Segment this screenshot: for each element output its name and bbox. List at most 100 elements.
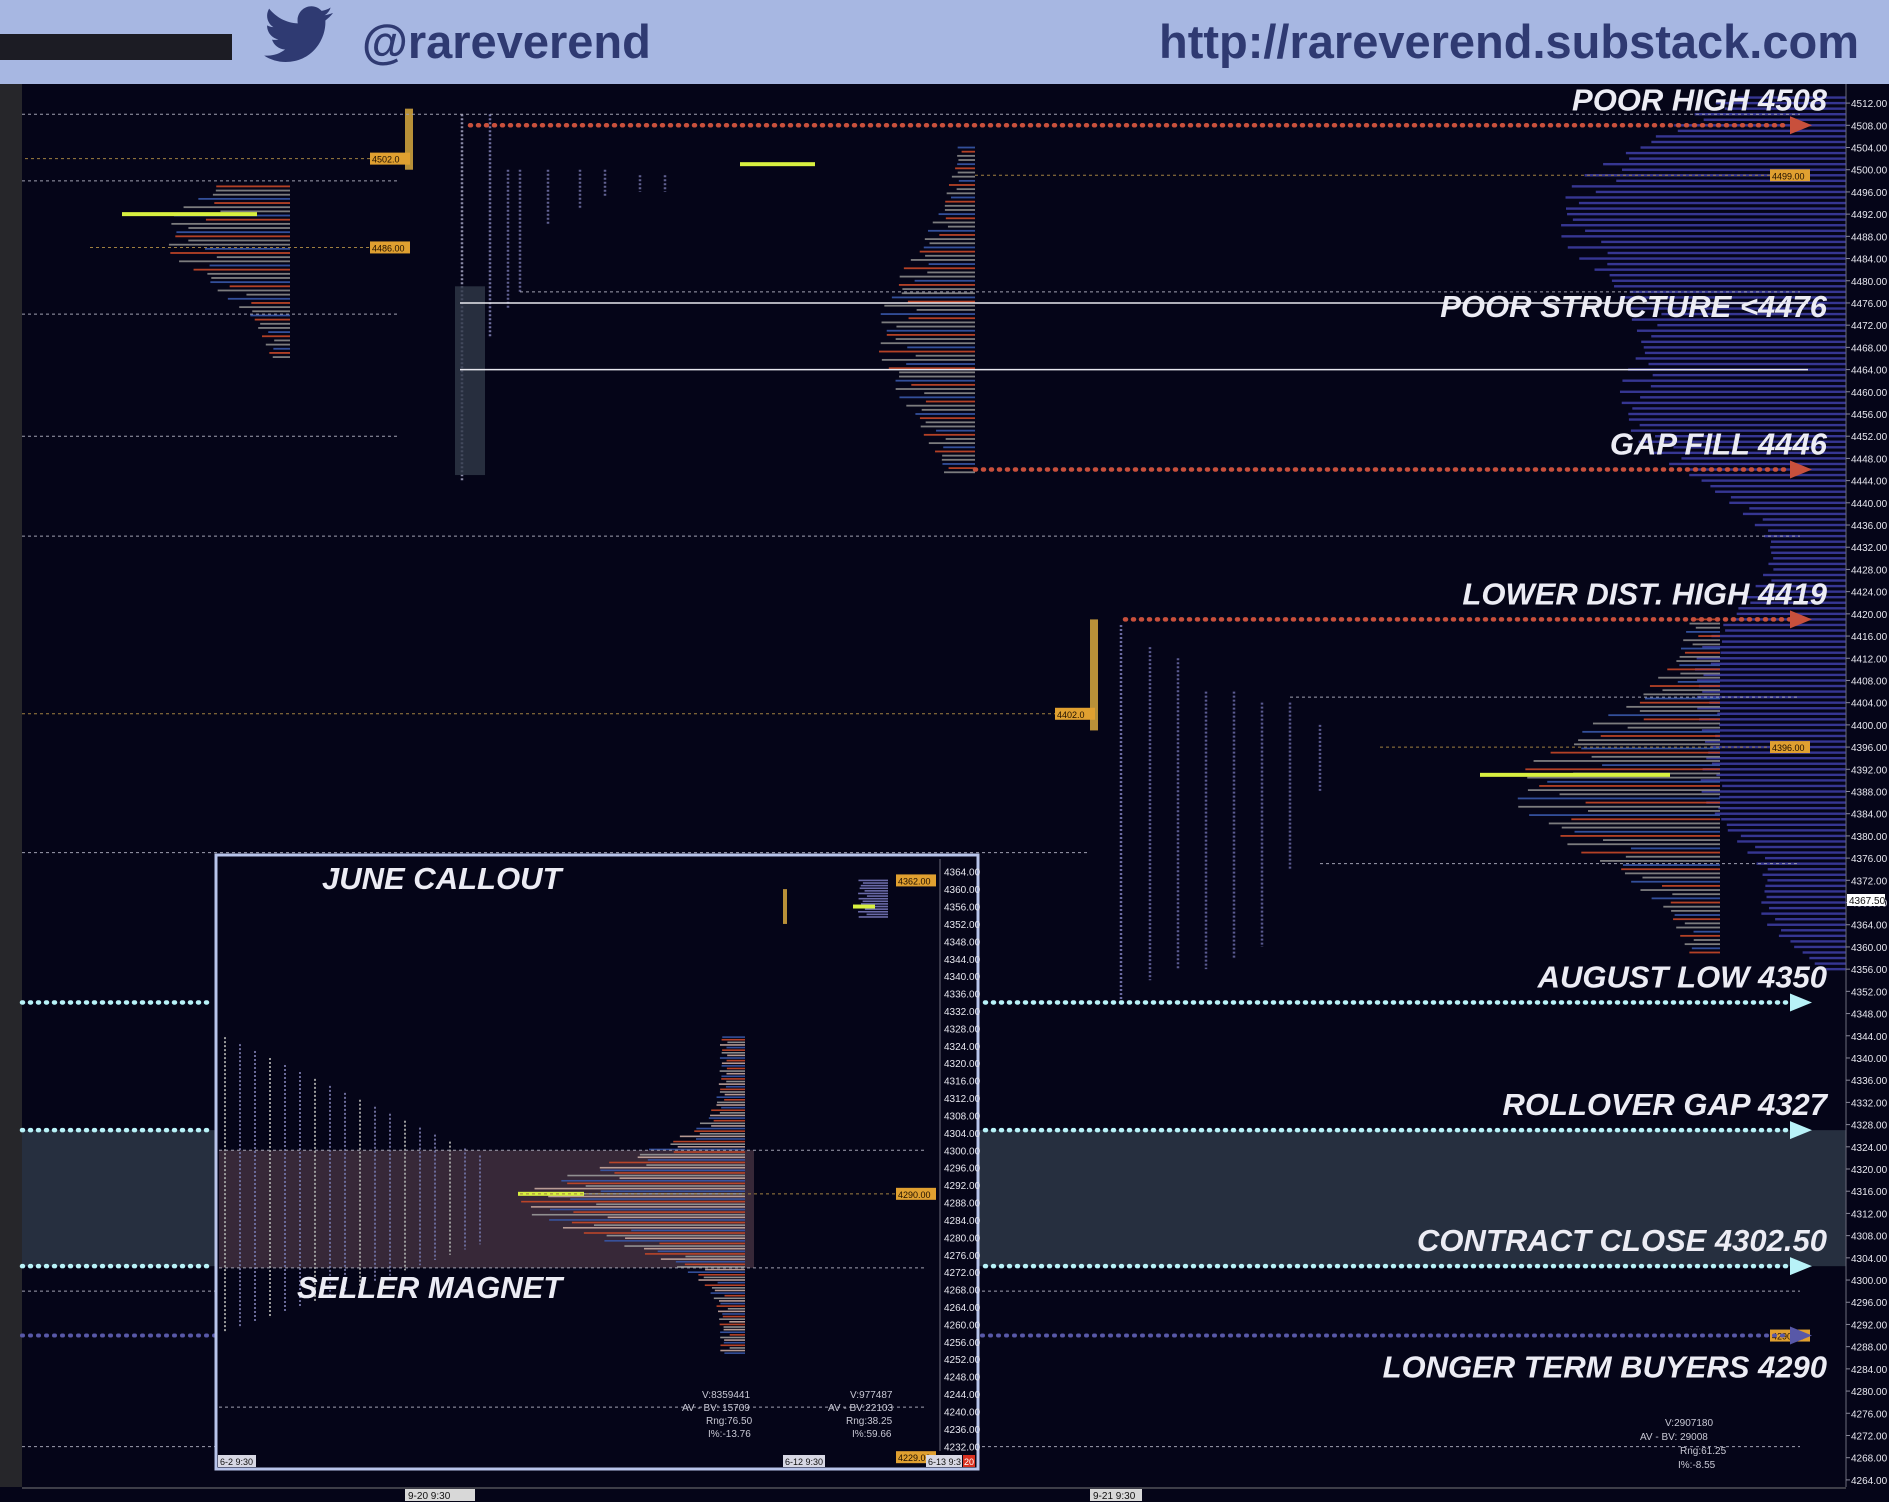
profile-c-bar [1525,768,1720,771]
profile-b-poc [740,162,815,167]
profile-c-bar [1624,872,1720,875]
inset-profile-bar [729,1347,745,1349]
inset-profile-bar [685,1255,745,1258]
inset-axis-tick-label: 4260.00 [944,1320,981,1331]
inset-profile-bar [677,1266,745,1268]
inset-profile-bar [711,1109,745,1112]
inset-profile-bar [675,1260,745,1263]
inset-profile-bar [644,1247,745,1250]
volume-profile-bar [1715,490,1846,493]
inset-profile-bar [721,1062,745,1065]
axis-tick-label: 4436.00 [1851,521,1888,532]
profile-b-bar [919,250,975,253]
stat-volume: V:2907180 [1665,1418,1713,1429]
inset-profile-bar [727,1054,745,1057]
axis-tick-label: 4360.00 [1851,943,1888,954]
profile-b-bar [886,333,975,336]
volume-profile-bar [1765,884,1846,888]
profile-b-bar [929,242,975,245]
profile-b-bar [948,467,975,470]
profile-b-bar [880,342,975,345]
axis-tick-label: 4496.00 [1851,188,1888,199]
inset-profile-bar [531,1213,745,1216]
profile-b-bar [927,229,975,232]
profile-b-bar [938,213,975,216]
volume-profile-bar [1762,590,1846,593]
inset-profile-bar [718,1083,745,1085]
inset-profile-bar [647,1159,745,1161]
profile-a-bar [254,318,290,321]
price-tag-label: 4502.0 [372,155,400,165]
axis-tick-label: 4344.00 [1851,1032,1888,1043]
axis-tick-label: 4400.00 [1851,721,1888,732]
inset-price-tag-label: 4290.00 [898,1190,931,1200]
profile-b-bar [942,463,975,465]
axis-tick-label: 4408.00 [1851,676,1888,687]
profile-b-bar [956,188,975,191]
volume-profile-bar [1771,551,1846,554]
axis-tick-label: 4460.00 [1851,388,1888,399]
volume-profile-bar [1630,429,1846,432]
inset-profile-bar [723,1341,745,1344]
twitter-handle[interactable]: @rareverend [362,15,651,68]
inset-axis-tick-label: 4276.00 [944,1251,981,1262]
inset-axis-tick-label: 4284.00 [944,1216,981,1227]
axis-tick-label: 4316.00 [1851,1187,1888,1198]
volume-profile-bar [1710,662,1846,666]
profile-c-bar [1533,760,1720,762]
volume-profile-bar [1775,917,1846,921]
inset-profile-bar [720,1302,745,1305]
inset-profile-bar [624,1245,745,1247]
inset-stat: AV - BV: 15709 [682,1403,750,1414]
volume-profile-bar [1718,806,1846,810]
profile-a-bar [215,189,290,192]
volume-profile-bar [1809,956,1846,960]
profile-b-bar [921,408,975,411]
volume-profile-bar [1601,240,1846,244]
axis-tick-label: 4336.00 [1851,1076,1888,1087]
volume-profile-bar [1697,679,1846,682]
price-tag-box [370,152,410,165]
inset-profile-bar [716,1305,745,1307]
volume-profile-bar [1723,623,1846,627]
inset-profile-bar [704,1284,745,1287]
profile-a-bar [204,247,290,250]
axis-tick-label: 4312.00 [1851,1209,1888,1220]
inset-axis-tick-label: 4252.00 [944,1355,981,1366]
inset-profile-bar [711,1287,745,1289]
profile-b-bar [939,234,975,236]
profile-a-bar [258,327,290,329]
profile-c-bar [1672,893,1720,896]
inset-profile-bar [716,1104,745,1106]
volume-profile-bar [1625,307,1846,310]
inset-axis-tick-label: 4236.00 [944,1425,981,1436]
axis-tick-label: 4452.00 [1851,432,1888,443]
volume-profile-bar [1794,945,1846,949]
volume-profile-bar [1727,829,1846,832]
volume-profile-bar [1669,462,1846,466]
volume-profile-bar [1639,423,1846,427]
inset-profile-bar [719,1091,745,1093]
volume-profile-bar [1714,812,1846,815]
inset-mini-bar [860,884,888,887]
volume-profile-bar [1768,562,1846,566]
profile-c-bar [1692,643,1720,646]
volume-profile-bar [1644,351,1846,355]
profile-c-bar [1602,839,1720,841]
inset-stat: Rng:38.25 [846,1416,893,1427]
profile-c-bar [1567,843,1720,846]
inset-x-label: 6-13 9:3 [928,1457,961,1467]
profile-c-bar [1571,818,1720,821]
inset-profile-bar [571,1221,745,1224]
volume-profile-bar [1768,529,1846,532]
volume-profile-bar [1655,135,1846,138]
profile-a-bar [269,352,290,354]
profile-a-bar [188,227,290,229]
axis-tick-label: 4488.00 [1851,232,1888,243]
volume-profile-bar [1603,162,1846,166]
level-label: LOWER DIST. HIGH 4419 [1462,576,1827,611]
volume-profile-bar [1561,224,1846,227]
axis-tick-label: 4472.00 [1851,321,1888,332]
substack-url[interactable]: http://rareverend.substack.com [1159,15,1859,68]
profile-b-bar [942,454,975,457]
